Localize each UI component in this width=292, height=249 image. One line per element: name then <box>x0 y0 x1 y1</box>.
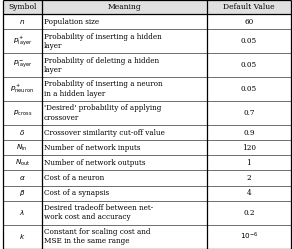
Text: 60: 60 <box>244 18 253 26</box>
Text: $k$: $k$ <box>19 232 26 241</box>
Text: 0.2: 0.2 <box>243 209 255 217</box>
Text: Probability of deleting a hidden
layer: Probability of deleting a hidden layer <box>44 57 159 74</box>
Text: 0.05: 0.05 <box>241 61 257 69</box>
Text: $\lambda$: $\lambda$ <box>19 208 25 217</box>
Text: Desired tradeoff between net-
work cost and accuracy: Desired tradeoff between net- work cost … <box>44 204 153 221</box>
Text: Crossover similarity cut-off value: Crossover similarity cut-off value <box>44 129 164 137</box>
Text: Cost of a synapsis: Cost of a synapsis <box>44 189 109 197</box>
Text: Probability of inserting a hidden
layer: Probability of inserting a hidden layer <box>44 33 161 50</box>
Bar <box>3 201 291 225</box>
Text: Population size: Population size <box>44 18 99 26</box>
Text: $N_{\mathrm{out}}$: $N_{\mathrm{out}}$ <box>15 158 30 168</box>
Bar <box>3 77 291 101</box>
Text: 'Desired' probability of applying
crossover: 'Desired' probability of applying crosso… <box>44 104 161 122</box>
Bar <box>3 155 291 170</box>
Text: $n$: $n$ <box>19 18 25 26</box>
Text: Symbol: Symbol <box>8 3 36 11</box>
Bar <box>3 101 291 125</box>
Text: Probability of inserting a neuron
in a hidden layer: Probability of inserting a neuron in a h… <box>44 80 162 98</box>
Text: $p^-_{\mathrm{layer}}$: $p^-_{\mathrm{layer}}$ <box>13 59 32 71</box>
Bar <box>3 0 291 14</box>
Text: Default Value: Default Value <box>223 3 275 11</box>
Text: $\beta$: $\beta$ <box>19 188 25 198</box>
Bar <box>3 225 291 249</box>
Text: 1: 1 <box>246 159 251 167</box>
Text: 4: 4 <box>246 189 251 197</box>
Bar <box>3 53 291 77</box>
Text: 120: 120 <box>242 144 256 152</box>
Text: Cost of a neuron: Cost of a neuron <box>44 174 104 182</box>
Text: $p^+_{\mathrm{neuron}}$: $p^+_{\mathrm{neuron}}$ <box>10 83 34 95</box>
Text: Meaning: Meaning <box>107 3 141 11</box>
Text: $p^+_{\mathrm{layer}}$: $p^+_{\mathrm{layer}}$ <box>13 35 32 48</box>
Bar <box>3 140 291 155</box>
Text: 0.05: 0.05 <box>241 85 257 93</box>
Bar <box>3 186 291 201</box>
Text: 0.9: 0.9 <box>243 129 255 137</box>
Text: 0.7: 0.7 <box>243 109 255 117</box>
Text: $p_{\mathrm{cross}}$: $p_{\mathrm{cross}}$ <box>13 109 32 118</box>
Text: 0.05: 0.05 <box>241 37 257 45</box>
Text: 2: 2 <box>246 174 251 182</box>
Text: Number of network outputs: Number of network outputs <box>44 159 145 167</box>
Bar <box>3 29 291 53</box>
Bar <box>3 14 291 29</box>
Text: Constant for scaling cost and
MSE in the same range: Constant for scaling cost and MSE in the… <box>44 228 150 245</box>
Bar <box>3 125 291 140</box>
Text: $10^{-6}$: $10^{-6}$ <box>240 231 258 242</box>
Text: $\alpha$: $\alpha$ <box>19 174 26 182</box>
Text: Number of network inputs: Number of network inputs <box>44 144 140 152</box>
Bar <box>3 170 291 186</box>
Text: $N_{\mathrm{in}}$: $N_{\mathrm{in}}$ <box>16 143 28 153</box>
Text: $\delta$: $\delta$ <box>19 128 25 137</box>
